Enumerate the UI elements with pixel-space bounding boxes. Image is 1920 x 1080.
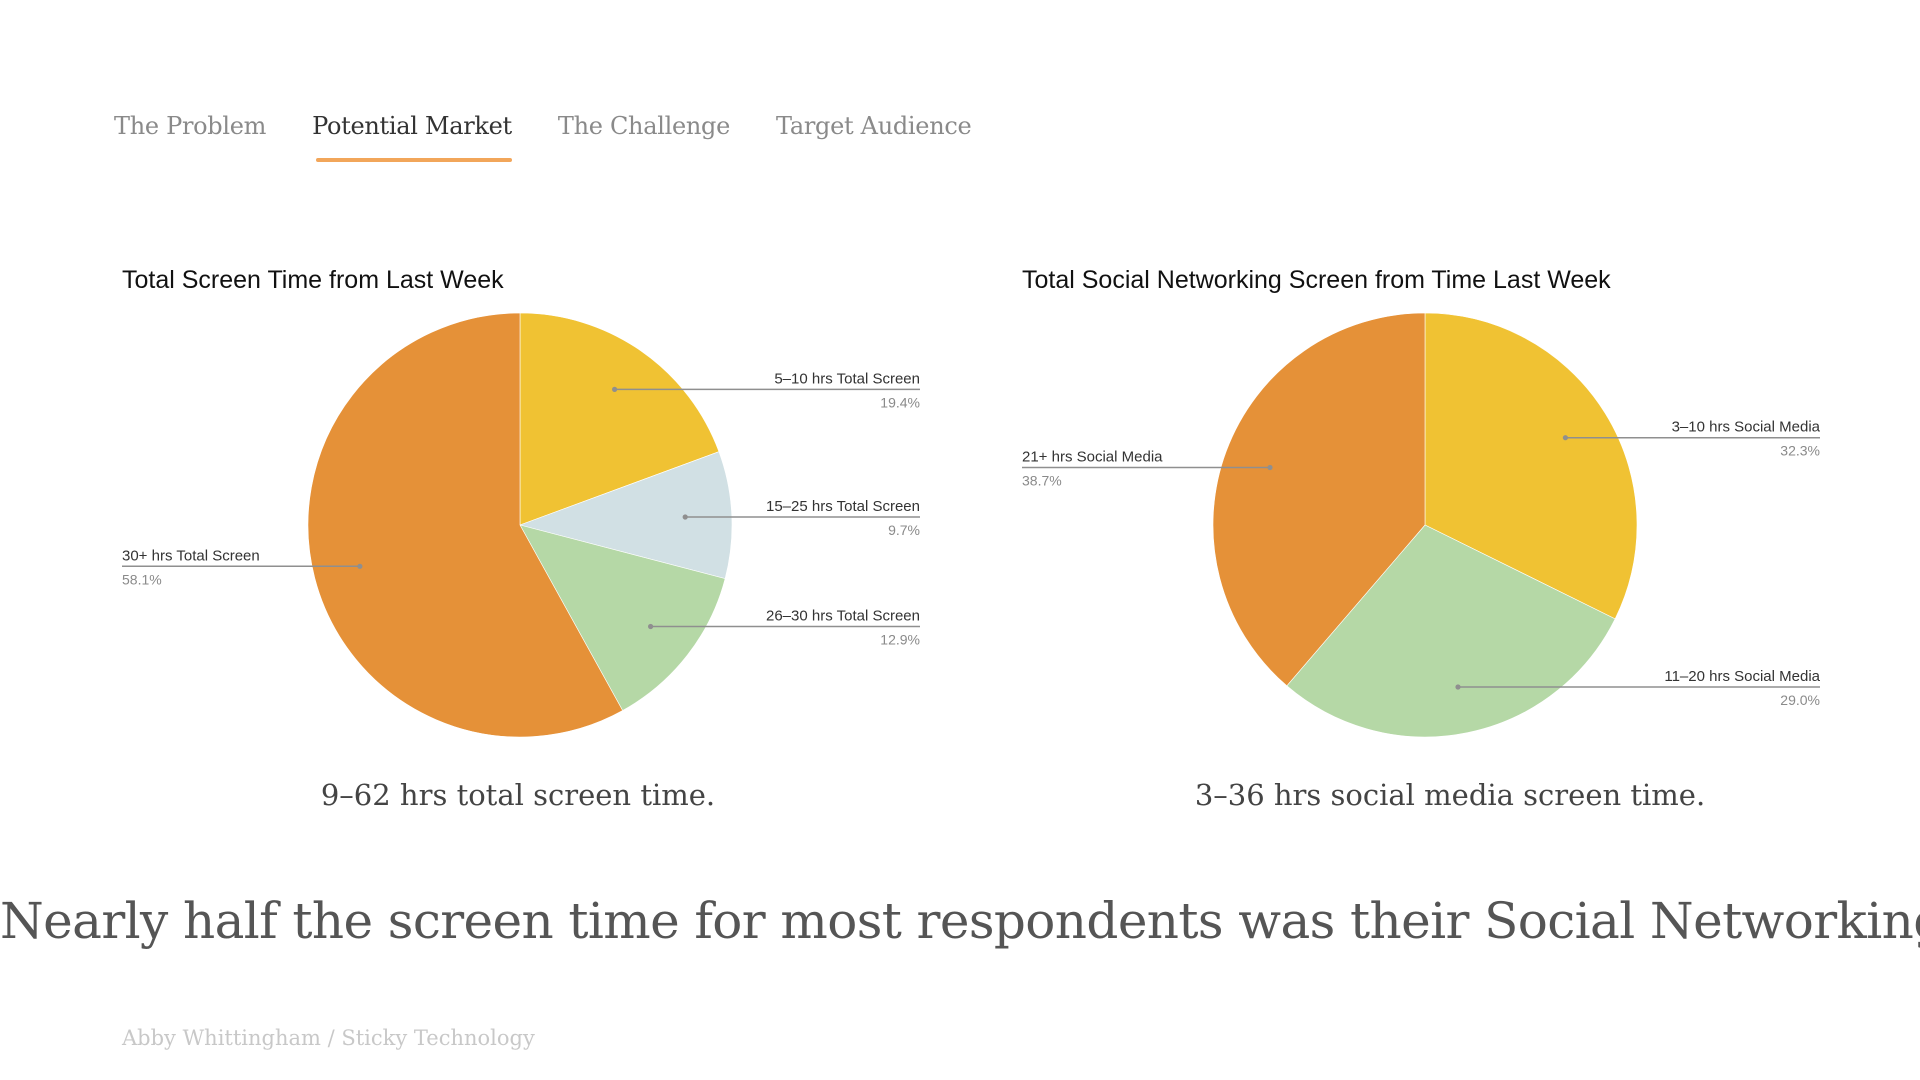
leader-dot — [357, 563, 363, 569]
leader-dot — [648, 623, 654, 630]
slice-label: 30+ hrs Total Screen — [122, 547, 260, 564]
leader-dot — [1455, 684, 1461, 690]
slice-label: 5–10 hrs Total Screen — [774, 370, 920, 387]
slice-label: 11–20 hrs Social Media — [1664, 668, 1820, 685]
slice-percent: 32.3% — [1780, 443, 1820, 459]
slice-annotation: 3–10 hrs Social Media 32.3% — [1562, 419, 1821, 459]
pie-slice-5-10-hrs-total-screen — [519, 312, 720, 526]
pie-slice-15-25-hrs-total-screen — [519, 451, 733, 580]
tab-the-challenge[interactable]: The Challenge — [557, 112, 730, 140]
pie-slice-26-30-hrs-total-screen — [519, 524, 726, 711]
slice-percent: 12.9% — [880, 632, 920, 648]
tab-the-problem[interactable]: The Problem — [114, 112, 267, 140]
slice-percent: 38.7% — [1022, 473, 1062, 489]
slice-annotation: 5–10 hrs Total Screen 19.4% — [612, 370, 920, 410]
slice-label: 15–25 hrs Total Screen — [766, 498, 920, 515]
leader-dot — [612, 386, 618, 392]
tab-target-audience[interactable]: Target Audience — [776, 112, 972, 140]
slice-label: 3–10 hrs Social Media — [1672, 419, 1821, 436]
tab-potential-market[interactable]: Potential Market — [312, 112, 512, 162]
slice-annotation: 30+ hrs Total Screen 58.1% — [122, 547, 363, 587]
slice-label: 26–30 hrs Total Screen — [766, 608, 920, 625]
pie-slice-11-20-hrs-social-media — [1286, 524, 1616, 738]
slice-annotation: 15–25 hrs Total Screen 9.7% — [682, 498, 920, 538]
leader-dot — [1562, 435, 1568, 441]
caption-social-media-time: 3–36 hrs social media screen time. — [1194, 778, 1706, 812]
pie-chart-total-screen-time: 5–10 hrs Total Screen 19.4% 15–25 hrs Tota… — [120, 260, 940, 840]
pie-slice-21-hrs-social-media — [1212, 312, 1426, 687]
slice-percent: 29.0% — [1780, 692, 1820, 708]
slice-annotation: 26–30 hrs Total Screen 12.9% — [648, 608, 920, 648]
slice-label: 21+ hrs Social Media — [1022, 449, 1163, 466]
slice-percent: 19.4% — [880, 394, 920, 410]
pie-slice-3-10-hrs-social-media — [1424, 312, 1638, 620]
headline: Nearly half the screen time for most res… — [0, 892, 1920, 950]
footer-credit: Abby Whittingham / Sticky Technology — [122, 1026, 535, 1050]
slice-percent: 9.7% — [888, 522, 920, 538]
leader-dot — [1267, 464, 1273, 471]
chart-title: Total Social Networking Screen from Time… — [1022, 266, 1611, 294]
pie-chart-svg: 5–10 hrs Total Screen 19.4% 15–25 hrs Tota… — [122, 312, 920, 738]
pie-slice-30-hrs-total-screen — [307, 312, 624, 738]
slice-annotation: 11–20 hrs Social Media 29.0% — [1455, 668, 1821, 708]
slice-percent: 58.1% — [122, 571, 162, 587]
slice-annotation: 21+ hrs Social Media 38.7% — [1022, 449, 1273, 489]
leader-dot — [682, 514, 688, 520]
pie-chart-social-networking: 3–10 hrs Social Media 32.3% 11–20 hrs Soci… — [1020, 260, 1840, 840]
chart-title: Total Screen Time from Last Week — [122, 266, 504, 294]
section-nav: The Problem Potential Market The Challen… — [114, 112, 1017, 162]
pie-chart-svg: 3–10 hrs Social Media 32.3% 11–20 hrs Soci… — [1022, 312, 1821, 738]
caption-total-screen-time: 9–62 hrs total screen time. — [320, 778, 716, 812]
